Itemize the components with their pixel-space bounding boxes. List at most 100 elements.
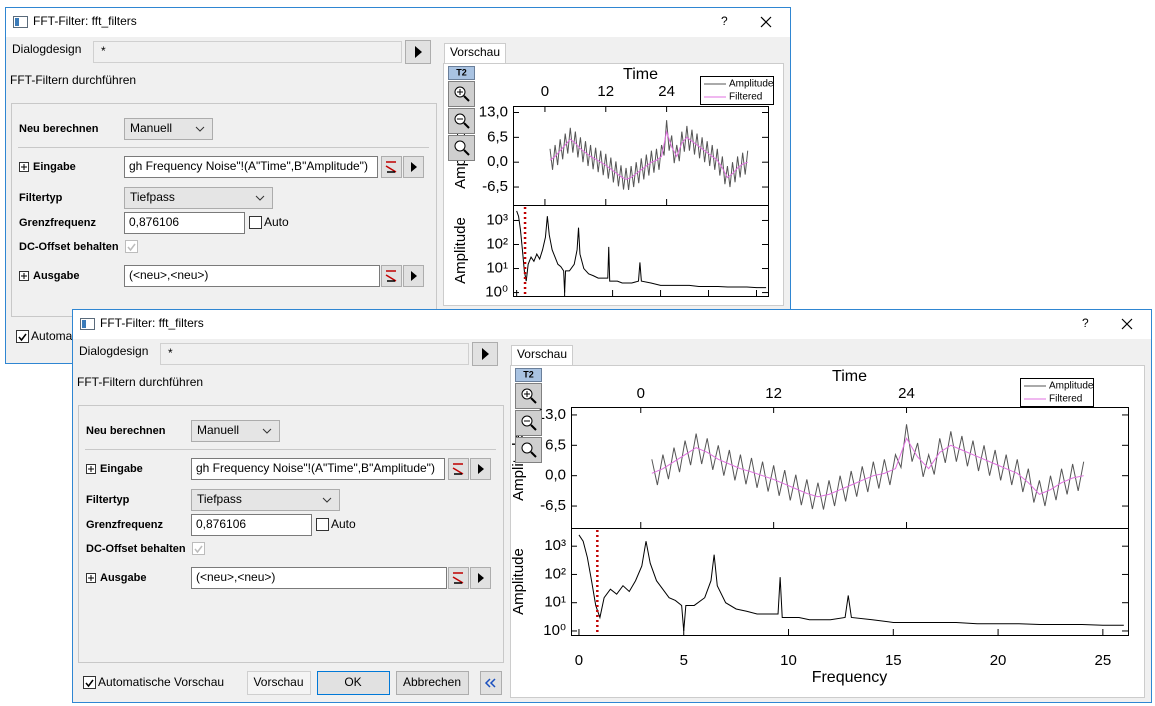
dropdown[interactable]	[191, 489, 340, 511]
design-value: *	[168, 346, 173, 360]
series-line	[516, 210, 767, 293]
text-input[interactable]	[124, 212, 245, 234]
dialog-button[interactable]	[396, 671, 469, 695]
app-icon-part	[15, 18, 19, 26]
y-tick-label: 10⁰	[543, 622, 566, 639]
series-line	[651, 424, 1085, 510]
checkbox[interactable]	[16, 330, 29, 343]
legend	[700, 76, 774, 105]
zoom-icon-handle	[463, 149, 470, 156]
app-icon-part	[82, 320, 86, 328]
checkbox[interactable]	[83, 676, 96, 689]
input-value: 0,876106	[196, 517, 246, 531]
expand-plus	[88, 575, 94, 581]
dropdown[interactable]	[124, 118, 213, 140]
y-tick-label: -6,5	[540, 497, 566, 514]
legend-label: Filtered	[1049, 394, 1082, 405]
x-axis-title: Frequency	[812, 669, 888, 686]
x-tick-label: 20	[990, 652, 1007, 669]
column-picker-button[interactable]	[448, 458, 469, 480]
legend	[1020, 378, 1094, 407]
preview-tab-label: Vorschau	[517, 347, 567, 361]
layer-label: T2	[523, 369, 534, 379]
group-box	[78, 405, 504, 663]
field-label: Eingabe	[33, 161, 76, 173]
zoom-icon	[521, 442, 533, 454]
text-input[interactable]	[124, 156, 378, 178]
close-button[interactable]	[1121, 318, 1133, 330]
design-field[interactable]	[93, 41, 402, 63]
input-value: (<neu>,<neu>)	[129, 268, 208, 282]
x-tick-label: 15	[885, 652, 902, 669]
input-value: (<neu>,<neu>)	[196, 570, 275, 584]
layer-label: T2	[456, 67, 467, 77]
zoom-button[interactable]	[515, 437, 542, 463]
y-tick-label: 0,0	[545, 467, 566, 484]
x-tick-label: 0	[575, 652, 583, 669]
x-tick-label: 10	[780, 652, 797, 669]
column-picker-button[interactable]	[381, 156, 402, 178]
checkbox[interactable]	[192, 542, 205, 555]
app-icon	[80, 318, 95, 330]
y-tick-label: 13,0	[537, 406, 566, 423]
y-tick-label: 10²	[544, 565, 566, 582]
x-tick-label: 0	[637, 385, 645, 402]
dropdown-chevron	[255, 195, 265, 201]
input-value: gh Frequency Noise"!(A"Time",B"Amplitude…	[196, 461, 435, 475]
button-label: Vorschau	[253, 675, 303, 689]
dialog-button[interactable]	[317, 671, 390, 695]
dialog-button[interactable]	[247, 671, 311, 695]
field-label: Neu berechnen	[19, 123, 99, 135]
menu-arrow	[411, 271, 417, 281]
preview-tab[interactable]	[511, 345, 573, 366]
section-heading: FFT-Filtern durchführen	[10, 73, 136, 87]
y-tick-label: 6,5	[545, 436, 566, 453]
picker-icon	[385, 270, 397, 282]
legend-label: Amplitude	[729, 79, 774, 90]
text-input[interactable]	[191, 514, 312, 536]
picker-icon	[452, 572, 464, 584]
title-bar	[73, 310, 1151, 339]
text-input[interactable]	[191, 567, 447, 589]
field-label: Ausgabe	[33, 270, 79, 282]
field-label: Grenzfrequenz	[86, 519, 164, 531]
column-picker-button[interactable]	[381, 265, 402, 287]
field-label: DC-Offset behalten	[19, 241, 119, 253]
preview-tab[interactable]	[444, 43, 506, 64]
expand-plus	[21, 273, 27, 279]
auto-label: Auto	[331, 517, 356, 531]
x-tick-label: 24	[658, 83, 675, 100]
check-mark	[127, 243, 136, 252]
y-tick-label: 10³	[544, 537, 566, 554]
checkbox[interactable]	[125, 240, 138, 253]
design-label: Dialogdesign	[79, 344, 148, 358]
legend-label: Amplitude	[1049, 381, 1094, 392]
dropdown[interactable]	[191, 420, 280, 442]
field-label: Eingabe	[100, 463, 143, 475]
text-input[interactable]	[191, 458, 445, 480]
help-button[interactable]: ?	[1082, 316, 1089, 330]
zoom-icon-sign	[457, 89, 463, 95]
dialog-window: FFT-Filter: fft_filters ? Dialogdesign * FFT…	[5, 7, 791, 364]
field-label: Ausgabe	[100, 572, 146, 584]
y-tick-label: 13,0	[479, 103, 508, 120]
x-tick-label: 25	[1095, 652, 1112, 669]
dropdown-chevron	[262, 428, 272, 434]
check-mark	[194, 545, 203, 554]
y-tick-label: -6,5	[482, 178, 508, 195]
x-tick-label: 12	[597, 83, 614, 100]
help-button[interactable]: ?	[721, 14, 728, 28]
dropdown-value: Manuell	[130, 121, 172, 135]
close-button[interactable]	[760, 16, 772, 28]
dropdown[interactable]	[124, 187, 273, 209]
picker-icon	[385, 161, 397, 173]
input-value: 0,876106	[129, 215, 179, 229]
auto-checkbox[interactable]	[316, 518, 329, 531]
dropdown-value: Tiefpass	[197, 492, 242, 506]
column-picker-button[interactable]	[448, 567, 469, 589]
input-value: gh Frequency Noise"!(A"Time",B"Amplitude…	[129, 159, 368, 173]
x-tick-label: 0	[541, 83, 549, 100]
auto-checkbox[interactable]	[249, 216, 262, 229]
design-field[interactable]	[160, 343, 469, 365]
text-input[interactable]	[124, 265, 380, 287]
